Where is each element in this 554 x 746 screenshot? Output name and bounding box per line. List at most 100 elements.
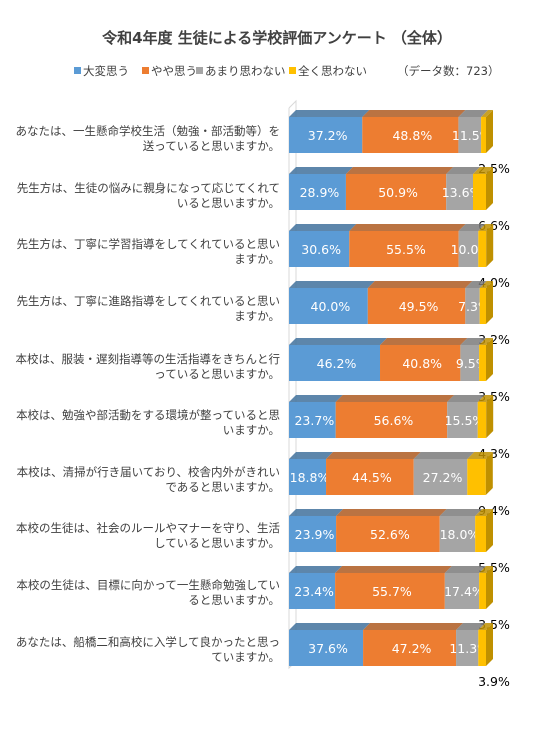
data-label-r9-s1: 47.2%: [392, 641, 432, 656]
bar-r4-s1: [380, 345, 461, 381]
bar-r1-s1: [345, 174, 447, 210]
bar-top-r1-s1: [345, 167, 454, 174]
bar-top-r8-s0: [289, 566, 343, 573]
bar-r0-s1: [362, 117, 459, 153]
bar-top-r5-s2: [447, 395, 485, 402]
bar-top-r9-s0: [289, 623, 371, 630]
data-label-r5-s2: 15.5%: [445, 413, 485, 428]
bar-top-r5-s1: [335, 395, 455, 402]
legend-label-3: 全く思わない: [298, 64, 367, 78]
bar-top-r5-s3: [477, 395, 494, 402]
bar-top-r3-s3: [479, 281, 493, 288]
data-label-r7-s0: 23.9%: [295, 527, 335, 542]
bar-top-r7-s1: [336, 509, 447, 516]
question-label-7: 本校の生徒は、社会のルールやマナーを守り、生活していると思いますか。: [15, 521, 280, 550]
question-label-4: 本校は、服装・遅刻指導等の生活指導をきちんと行っていると思いますか。: [15, 352, 281, 381]
bar-r3-s0: [289, 288, 368, 324]
bar-side-r7: [486, 509, 493, 552]
legend: 大変思う やや思う あまり思わない 全く思わない: [0, 63, 554, 79]
bar-top-r1-s3: [472, 167, 493, 174]
data-count: （データ数：723）: [397, 64, 500, 78]
bar-r9-s0: [289, 630, 364, 666]
bar-r2-s0: [289, 231, 350, 267]
bar-r8-s1: [335, 573, 445, 609]
data-label-r4-s1: 40.8%: [402, 356, 442, 371]
bar-side-r1: [486, 167, 493, 210]
bar-top-r2-s1: [349, 224, 466, 231]
bar-top-r2-s3: [478, 224, 494, 231]
bar-r1-s3: [472, 174, 486, 210]
bar-top-r3-s1: [367, 281, 473, 288]
question-label-9: あなたは、船橋二和高校に入学して良かったと思っていますか。: [15, 635, 280, 664]
data-label-r8-s0: 23.4%: [294, 584, 334, 599]
bar-r8-s3: [479, 573, 486, 609]
bar-r8-s2: [444, 573, 480, 609]
data-label-r3-s1: 49.5%: [399, 299, 439, 314]
bar-r0-s2: [458, 117, 482, 153]
data-label-r1-s2: 13.6%: [442, 185, 482, 200]
data-label-r5-s1: 56.6%: [374, 413, 414, 428]
bar-r6-s1: [326, 459, 414, 495]
bar-top-r6-s2: [413, 452, 475, 459]
bar-r4-s0: [289, 345, 381, 381]
bar-top-r6-s0: [289, 452, 334, 459]
bar-side-r3: [486, 281, 493, 324]
question-label-3: 先生方は、丁寧に進路指導をしてくれていると思いますか。: [16, 294, 280, 323]
bar-top-r2-s2: [458, 224, 486, 231]
bar-side-r0: [486, 110, 493, 153]
bar-top-r0-s2: [458, 110, 489, 117]
bar-top-r5-s0: [289, 395, 343, 402]
bar-r4-s2: [460, 345, 480, 381]
bar-top-r4-s0: [289, 338, 388, 345]
bar-r7-s1: [336, 516, 440, 552]
bar-r7-s3: [475, 516, 486, 552]
bar-r7-s2: [439, 516, 476, 552]
bar-r2-s3: [478, 231, 487, 267]
bar-side-r8: [486, 566, 493, 609]
data-label-r0-s1: 48.8%: [392, 128, 432, 143]
data-label-r6-s0: 18.8%: [290, 470, 330, 485]
question-label-6: 本校は、清掃が行き届いており、校舎内外がきれいであると思いますか。: [16, 465, 280, 494]
bar-top-r7-s3: [475, 509, 493, 516]
bar-side-r4: [486, 338, 493, 381]
bar-top-r0-s3: [481, 110, 493, 117]
bar-r2-s1: [349, 231, 459, 267]
data-label-r2-s1: 55.5%: [386, 242, 426, 257]
bar-top-r4-s2: [460, 338, 487, 345]
bar-top-r7-s2: [439, 509, 483, 516]
data-label-r0-s0: 37.2%: [308, 128, 348, 143]
bar-r9-s1: [363, 630, 457, 666]
data-label-r6-s1: 44.5%: [352, 470, 392, 485]
question-label-2: 先生方は、丁寧に学習指導をしてくれていると思いますか。: [16, 237, 280, 266]
bar-top-r4-s1: [380, 338, 468, 345]
data-label-r5-s0: 23.7%: [294, 413, 334, 428]
legend-swatch-0: [74, 67, 81, 74]
bar-r6-s2: [413, 459, 468, 495]
bar-r3-s1: [367, 288, 466, 324]
data-label-r7-s2: 18.0%: [440, 527, 480, 542]
data-label-r9-s3: 3.9%: [478, 674, 510, 689]
legend-label-1: やや思う: [151, 64, 197, 78]
bar-r4-s3: [479, 345, 486, 381]
bar-side-r2: [486, 224, 494, 267]
chart-title: 令和4年度 生徒による学校評価アンケート （全体）: [102, 29, 452, 47]
bar-top-r7-s0: [289, 509, 344, 516]
data-label-r8-s2: 17.4%: [444, 584, 484, 599]
legend-label-2: あまり思わない: [205, 64, 286, 78]
data-label-r3-s0: 40.0%: [311, 299, 351, 314]
data-label-r8-s1: 55.7%: [372, 584, 412, 599]
bar-top-r9-s2: [456, 623, 486, 630]
question-label-1: 先生方は、生徒の悩みに親身になって応じてくれていると思いますか。: [16, 181, 280, 210]
bar-r3-s2: [465, 288, 480, 324]
data-label-r1-s1: 50.9%: [378, 185, 418, 200]
bar-r6-s0: [289, 459, 327, 495]
bar-r9-s2: [456, 630, 479, 666]
bar-r5-s0: [289, 402, 336, 438]
bar-top-r9-s3: [478, 623, 493, 630]
bar-top-r1-s2: [446, 167, 480, 174]
bar-r2-s2: [458, 231, 479, 267]
bar-top-r9-s1: [363, 623, 464, 630]
legend-swatch-2: [196, 67, 203, 74]
bar-top-r1-s0: [289, 167, 353, 174]
bar-side-r5: [486, 395, 494, 438]
